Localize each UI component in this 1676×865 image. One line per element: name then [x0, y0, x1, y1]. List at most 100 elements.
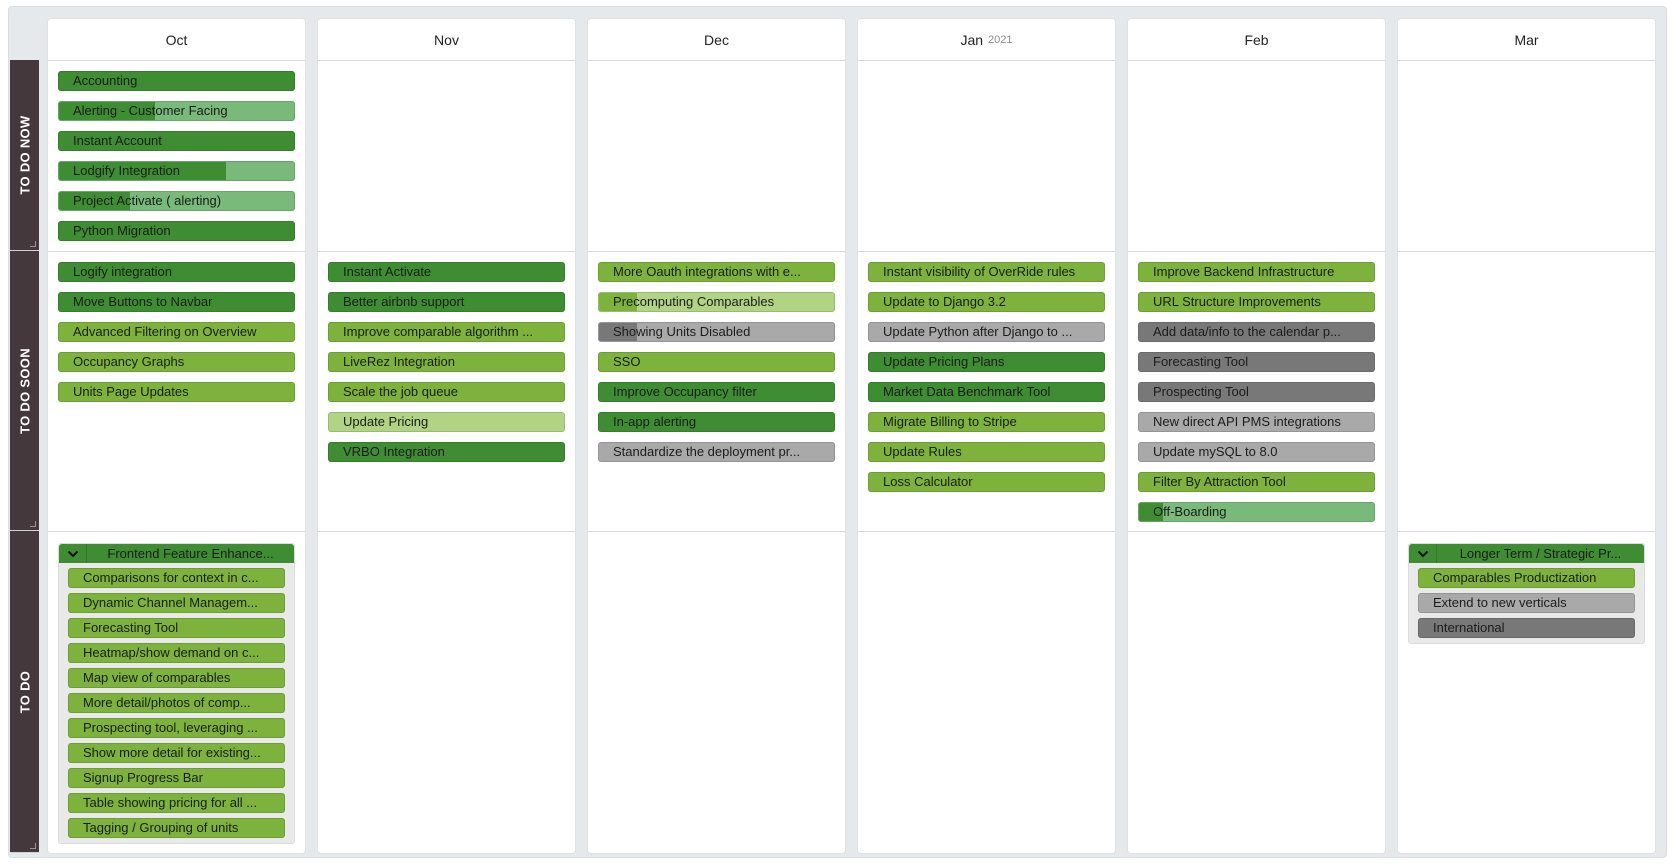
board-cell[interactable] [318, 532, 575, 854]
board-cell[interactable]: Instant visibility of OverRide rules Upda… [858, 252, 1115, 532]
board-cell[interactable]: Logify integration Move Buttons to Navbar… [48, 252, 305, 532]
roadmap-card[interactable]: International [1418, 618, 1635, 638]
column-header: Mar [1398, 19, 1655, 61]
roadmap-card[interactable]: VRBO Integration [328, 442, 565, 462]
roadmap-card[interactable]: Improve comparable algorithm ... [328, 322, 565, 342]
roadmap-card[interactable]: Project Activate ( alerting) [58, 191, 295, 211]
roadmap-card[interactable]: Add data/info to the calendar p... [1138, 322, 1375, 342]
roadmap-card[interactable]: SSO [598, 352, 835, 372]
roadmap-card[interactable]: Instant Activate [328, 262, 565, 282]
card-title: Instant visibility of OverRide rules [883, 264, 1076, 279]
roadmap-card[interactable]: Update Pricing Plans [868, 352, 1105, 372]
roadmap-card[interactable]: Units Page Updates [58, 382, 295, 402]
roadmap-card[interactable]: More Oauth integrations with e... [598, 262, 835, 282]
board-cell[interactable] [858, 61, 1115, 252]
roadmap-card[interactable]: LiveRez Integration [328, 352, 565, 372]
roadmap-card[interactable]: Heatmap/show demand on c... [68, 643, 285, 663]
progress-fill [599, 323, 637, 341]
card-title: Standardize the deployment pr... [613, 444, 801, 459]
card-title: URL Structure Improvements [1153, 294, 1321, 309]
roadmap-card[interactable]: Occupancy Graphs [58, 352, 295, 372]
board-cell[interactable]: Longer Term / Strategic Pr... Comparables… [1398, 532, 1655, 854]
roadmap-card[interactable]: Alerting - Customer Facing [58, 101, 295, 121]
board-cell[interactable] [1128, 532, 1385, 854]
board-cell[interactable] [318, 61, 575, 252]
card-title: In-app alerting [613, 414, 697, 429]
roadmap-card[interactable]: Comparisons for context in c... [68, 568, 285, 588]
roadmap-card[interactable]: Tagging / Grouping of units [68, 818, 285, 838]
roadmap-card[interactable]: Move Buttons to Navbar [58, 292, 295, 312]
column-header: Dec [588, 19, 845, 61]
card-title: Advanced Filtering on Overview [73, 324, 257, 339]
roadmap-card[interactable]: Update to Django 3.2 [868, 292, 1105, 312]
roadmap-card[interactable]: Signup Progress Bar [68, 768, 285, 788]
resize-handle[interactable] [30, 843, 36, 849]
roadmap-card[interactable]: Update Rules [868, 442, 1105, 462]
roadmap-card[interactable]: Forecasting Tool [68, 618, 285, 638]
roadmap-card[interactable]: Logify integration [58, 262, 295, 282]
board-cell[interactable] [858, 532, 1115, 854]
roadmap-card[interactable]: URL Structure Improvements [1138, 292, 1375, 312]
column-header: Oct [48, 19, 305, 61]
board-cell[interactable]: Improve Backend Infrastructure URL Struct… [1128, 252, 1385, 532]
group-header[interactable]: Frontend Feature Enhance... [59, 544, 294, 563]
roadmap-card[interactable]: Showing Units Disabled [598, 322, 835, 342]
chevron-down-icon[interactable] [59, 544, 87, 563]
card-title: Update to Django 3.2 [883, 294, 1006, 309]
board-cell[interactable]: Frontend Feature Enhance... Comparisons f… [48, 532, 305, 854]
board-cell[interactable] [588, 61, 845, 252]
roadmap-card[interactable]: Show more detail for existing... [68, 743, 285, 763]
roadmap-card[interactable]: Forecasting Tool [1138, 352, 1375, 372]
card-title: New direct API PMS integrations [1153, 414, 1341, 429]
card-title: Prospecting tool, leveraging ... [83, 720, 258, 735]
board-cell[interactable]: Accounting Alerting - Customer Facing Inst… [48, 61, 305, 252]
year-label: 2021 [988, 33, 1013, 46]
board-cell[interactable] [1398, 61, 1655, 252]
roadmap-card[interactable]: Update Python after Django to ... [868, 322, 1105, 342]
roadmap-card[interactable]: Migrate Billing to Stripe [868, 412, 1105, 432]
roadmap-card[interactable]: Extend to new verticals [1418, 593, 1635, 613]
roadmap-card[interactable]: Instant visibility of OverRide rules [868, 262, 1105, 282]
roadmap-card[interactable]: Instant Account [58, 131, 295, 151]
roadmap-card[interactable]: Prospecting tool, leveraging ... [68, 718, 285, 738]
resize-handle[interactable] [30, 521, 36, 527]
roadmap-card[interactable]: Loss Calculator [868, 472, 1105, 492]
board-cell[interactable] [1398, 252, 1655, 532]
row-label-text: TO DO NOW [17, 115, 32, 195]
month-label: Feb [1244, 31, 1269, 48]
roadmap-card[interactable]: In-app alerting [598, 412, 835, 432]
roadmap-card[interactable]: Update mySQL to 8.0 [1138, 442, 1375, 462]
board-cell[interactable]: Instant Activate Better airbnb support Imp… [318, 252, 575, 532]
roadmap-card[interactable]: Standardize the deployment pr... [598, 442, 835, 462]
roadmap-card[interactable]: Scale the job queue [328, 382, 565, 402]
board-cell[interactable]: More Oauth integrations with e... Precomp… [588, 252, 845, 532]
roadmap-card[interactable]: Accounting [58, 71, 295, 91]
roadmap-card[interactable]: Improve Occupancy filter [598, 382, 835, 402]
resize-handle[interactable] [30, 241, 36, 247]
board-cell[interactable] [1128, 61, 1385, 252]
roadmap-card[interactable]: Update Pricing [328, 412, 565, 432]
roadmap-card[interactable]: Off-Boarding [1138, 502, 1375, 522]
group-header[interactable]: Longer Term / Strategic Pr... [1409, 544, 1644, 563]
roadmap-card[interactable]: Python Migration [58, 221, 295, 241]
month-label: Nov [434, 31, 459, 48]
roadmap-card[interactable]: Prospecting Tool [1138, 382, 1375, 402]
month-column-nov: Nov Instant Activate Better airbnb support… [317, 18, 576, 854]
roadmap-card[interactable]: Market Data Benchmark Tool [868, 382, 1105, 402]
roadmap-card[interactable]: Comparables Productization [1418, 568, 1635, 588]
roadmap-card[interactable]: Lodgify Integration [58, 161, 295, 181]
card-title: Show more detail for existing... [83, 745, 261, 760]
roadmap-card[interactable]: New direct API PMS integrations [1138, 412, 1375, 432]
chevron-down-icon[interactable] [1409, 544, 1437, 563]
roadmap-card[interactable]: More detail/photos of comp... [68, 693, 285, 713]
board-cell[interactable] [588, 532, 845, 854]
group-title: Longer Term / Strategic Pr... [1459, 546, 1622, 561]
roadmap-card[interactable]: Filter By Attraction Tool [1138, 472, 1375, 492]
roadmap-card[interactable]: Better airbnb support [328, 292, 565, 312]
roadmap-card[interactable]: Improve Backend Infrastructure [1138, 262, 1375, 282]
roadmap-card[interactable]: Dynamic Channel Managem... [68, 593, 285, 613]
roadmap-card[interactable]: Advanced Filtering on Overview [58, 322, 295, 342]
roadmap-card[interactable]: Table showing pricing for all ... [68, 793, 285, 813]
roadmap-card[interactable]: Map view of comparables [68, 668, 285, 688]
roadmap-card[interactable]: Precomputing Comparables [598, 292, 835, 312]
